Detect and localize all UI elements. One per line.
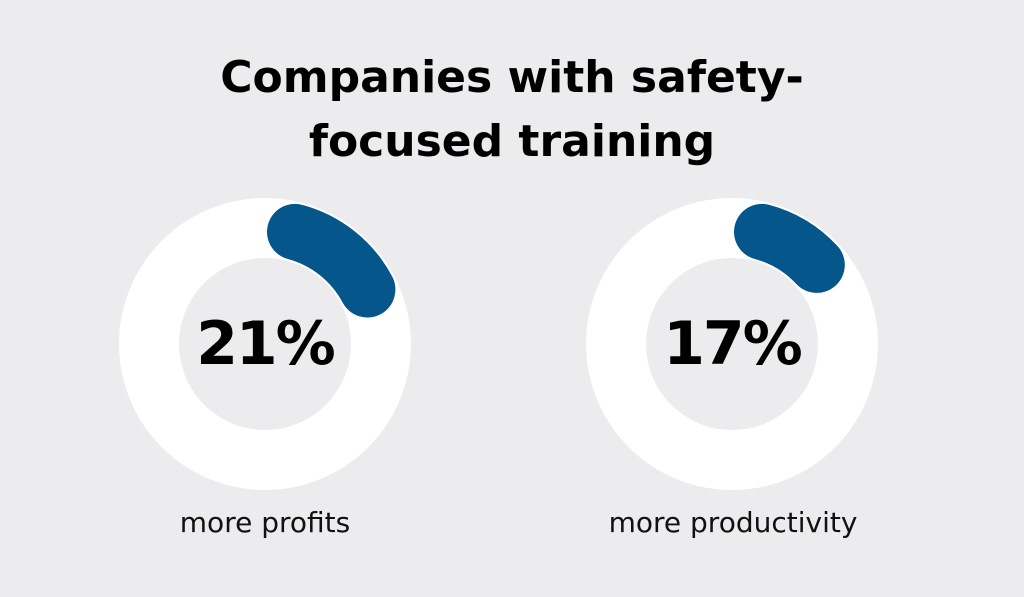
chart-title: Companies with safety- focused training <box>0 46 1024 174</box>
donut-chart-profits: 21% <box>115 194 415 494</box>
progress-arc-productivity <box>734 203 845 293</box>
title-line-1: Companies with safety- <box>220 52 804 103</box>
metric-value-profits: 21% <box>196 309 336 379</box>
progress-arc-profits <box>267 203 396 318</box>
metric-value-productivity: 17% <box>663 309 803 379</box>
metric-label-profits: more profits <box>179 506 351 539</box>
donut-chart-productivity: 17% <box>582 194 882 494</box>
title-line-2: focused training <box>308 116 716 167</box>
metric-label-productivity: more productivity <box>608 506 858 539</box>
donut-ring-profits <box>119 198 411 490</box>
donut-ring-productivity <box>586 198 878 490</box>
